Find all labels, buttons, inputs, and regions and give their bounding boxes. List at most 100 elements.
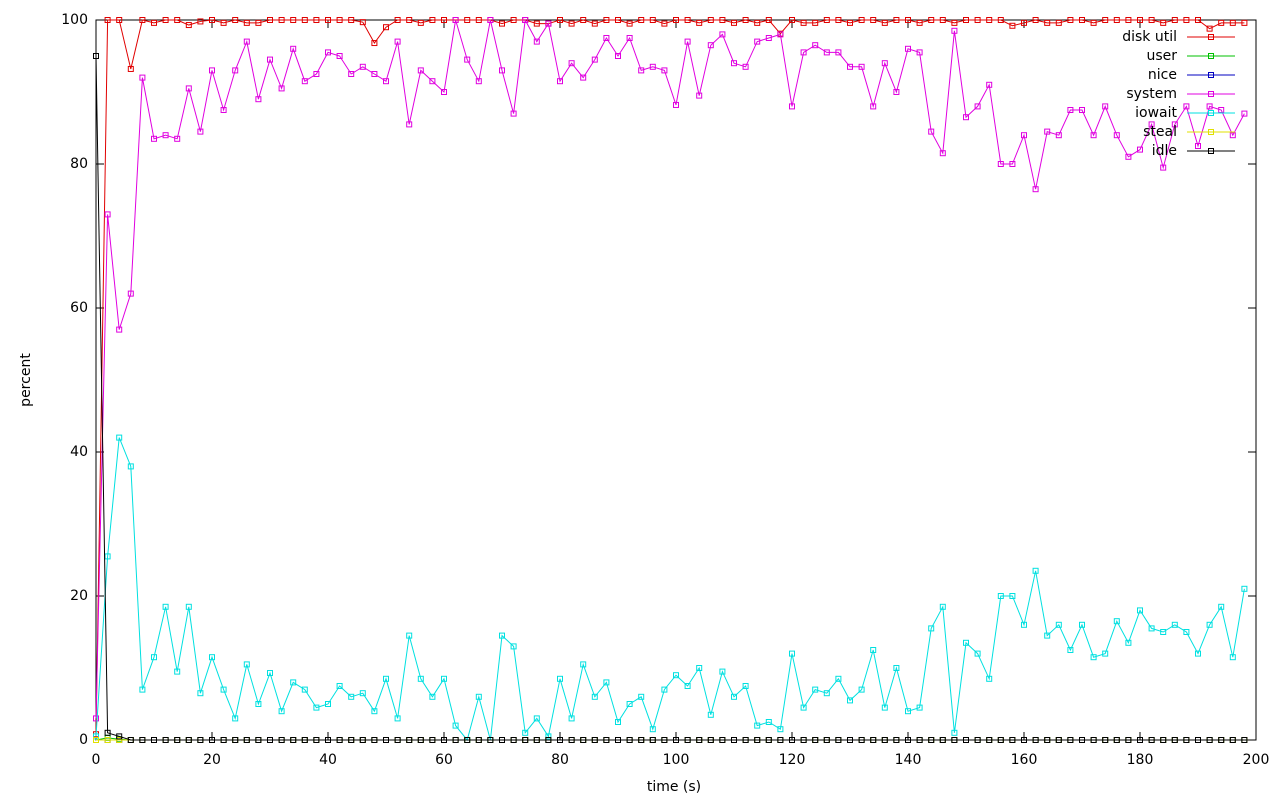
data-point [1229, 132, 1236, 139]
data-point [1206, 25, 1213, 32]
data-point [1218, 737, 1225, 743]
data-point [754, 38, 761, 45]
data-point [371, 708, 378, 715]
data-point [719, 31, 726, 38]
data-point [626, 20, 633, 27]
data-point [789, 650, 795, 657]
series-line [95, 437, 1245, 742]
data-point [1160, 737, 1167, 743]
data-point [997, 737, 1004, 743]
data-point [1021, 737, 1027, 743]
data-point [464, 56, 471, 63]
data-point [359, 737, 366, 743]
data-point [278, 85, 285, 92]
data-point [777, 31, 784, 38]
data-point [348, 737, 355, 743]
data-point [1102, 17, 1109, 23]
data-point [777, 726, 784, 733]
data-point [603, 35, 610, 41]
data-point [939, 603, 946, 610]
y-tick-label: 0 [79, 732, 88, 748]
data-point [742, 737, 749, 743]
data-point [684, 17, 691, 23]
data-point [893, 665, 900, 671]
data-point [696, 665, 703, 671]
legend-label: disk util [1122, 29, 1177, 45]
data-point [174, 668, 181, 675]
data-point [800, 704, 807, 711]
data-point [406, 121, 413, 128]
data-point [1113, 618, 1120, 625]
data-point [858, 737, 865, 743]
legend-label: steal [1143, 124, 1177, 140]
data-point [394, 715, 401, 722]
data-point [916, 49, 923, 56]
y-tick-label: 100 [61, 12, 88, 28]
x-tick-label: 120 [779, 752, 806, 768]
data-point [1160, 629, 1167, 635]
data-point [1206, 737, 1213, 743]
data-point [127, 463, 134, 470]
data-point [197, 18, 204, 25]
data-point [243, 661, 250, 668]
data-point [197, 128, 204, 135]
data-point [116, 434, 123, 441]
data-point [870, 647, 877, 653]
data-point [765, 35, 772, 41]
data-point [475, 737, 482, 743]
data-point [1241, 19, 1248, 26]
data-point [185, 22, 192, 29]
data-point [255, 19, 262, 26]
data-point [545, 737, 552, 743]
data-point [441, 675, 447, 682]
data-point [1125, 17, 1132, 23]
data-point [1183, 17, 1190, 23]
data-point [858, 686, 865, 693]
data-point [870, 103, 877, 110]
data-point [301, 78, 308, 85]
data-point [673, 672, 679, 679]
data-point [116, 326, 123, 333]
data-point [499, 20, 505, 27]
data-point [986, 737, 993, 743]
data-point [684, 683, 691, 689]
data-point [1113, 132, 1120, 139]
y-tick-label: 20 [70, 588, 88, 604]
data-point [974, 17, 981, 23]
data-point [661, 737, 668, 743]
data-point [847, 737, 853, 743]
data-point [963, 737, 969, 743]
data-point [313, 737, 320, 743]
data-point [626, 701, 633, 707]
data-point [1195, 143, 1201, 149]
data-point [858, 17, 865, 23]
data-point [997, 161, 1004, 167]
data-point [847, 697, 853, 704]
data-point [847, 63, 853, 70]
data-point [765, 17, 772, 23]
data-point [591, 20, 598, 27]
data-point [789, 17, 795, 23]
data-point [464, 737, 471, 743]
data-point [290, 17, 297, 23]
data-point [661, 686, 668, 693]
data-point [255, 737, 262, 743]
data-point [939, 17, 946, 23]
data-point [1241, 110, 1248, 117]
data-point [1067, 737, 1074, 743]
data-point [615, 53, 621, 59]
data-point [754, 737, 761, 743]
data-point [974, 650, 981, 657]
data-point [557, 17, 563, 23]
data-point [1137, 737, 1143, 743]
legend-marker [1208, 91, 1214, 97]
data-point [649, 63, 656, 70]
data-point [487, 17, 494, 23]
data-point [638, 737, 645, 743]
data-point [417, 737, 424, 743]
data-point [812, 737, 819, 743]
data-point [1195, 737, 1201, 743]
data-point [301, 686, 308, 693]
data-point [696, 19, 703, 26]
data-point [104, 737, 111, 743]
